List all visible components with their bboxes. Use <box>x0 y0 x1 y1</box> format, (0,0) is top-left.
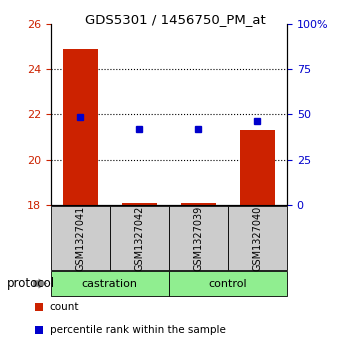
Bar <box>240 130 275 205</box>
Bar <box>63 49 98 205</box>
Bar <box>110 206 169 270</box>
Text: GDS5301 / 1456750_PM_at: GDS5301 / 1456750_PM_at <box>85 13 265 26</box>
Bar <box>228 206 287 270</box>
Bar <box>122 203 157 205</box>
Text: percentile rank within the sample: percentile rank within the sample <box>50 325 225 335</box>
Text: castration: castration <box>82 278 138 289</box>
Text: protocol: protocol <box>7 277 55 290</box>
Text: control: control <box>209 278 247 289</box>
Bar <box>169 206 228 270</box>
Text: GSM1327040: GSM1327040 <box>252 205 262 271</box>
Text: count: count <box>50 302 79 312</box>
Bar <box>181 203 216 205</box>
Bar <box>169 271 287 296</box>
Text: GSM1327039: GSM1327039 <box>194 205 203 271</box>
Bar <box>51 271 169 296</box>
Bar <box>51 206 110 270</box>
Text: GSM1327041: GSM1327041 <box>75 205 85 271</box>
Text: GSM1327042: GSM1327042 <box>134 205 144 271</box>
